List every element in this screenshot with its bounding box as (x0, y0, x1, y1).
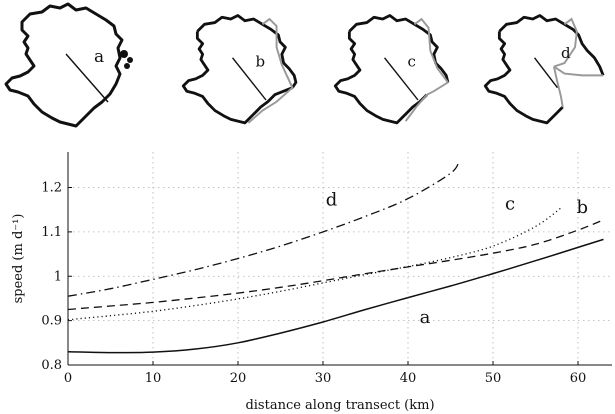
y-axis-label: speed (m d⁻¹) (11, 214, 26, 304)
map-b-label: b (255, 53, 265, 71)
map-a-island (124, 63, 130, 69)
series-label-c: c (505, 194, 515, 215)
map-d: d (483, 14, 605, 125)
y-tick-label: 1.1 (41, 225, 62, 240)
series-line-c (67, 207, 562, 321)
series-label-d: d (326, 189, 338, 210)
map-b-outline (196, 14, 298, 89)
map-d-transect (534, 57, 558, 89)
map-a: a (4, 2, 133, 128)
grid (68, 152, 612, 365)
series-line-b (67, 219, 604, 311)
x-tick-label: 30 (315, 371, 332, 386)
map-a-island (127, 57, 133, 63)
y-tick-label: 0.9 (41, 314, 62, 329)
map-a-transect (65, 53, 109, 103)
map-c-outline (333, 31, 428, 125)
map-b-outline (181, 31, 293, 125)
y-tick-label: 1 (54, 269, 62, 284)
map-a-label: a (94, 47, 104, 67)
inset-maps: a b c d (4, 2, 605, 128)
map-b-transect (232, 57, 267, 101)
x-tick-label: 20 (230, 371, 247, 386)
series-line-a (67, 238, 604, 354)
y-tick-label: 1.2 (41, 181, 62, 196)
map-a-island (120, 50, 128, 58)
speed-chart: 0 10 20 30 40 50 60 0.8 0.9 1 1.1 1.2 a b c d distance… (11, 152, 612, 413)
x-tick-label: 40 (400, 371, 417, 386)
map-c-label: c (407, 53, 415, 71)
map-d-label: d (561, 44, 571, 62)
tick-labels: 0 10 20 30 40 50 60 0.8 0.9 1 1.1 1.2 (41, 181, 586, 387)
map-b-ocean-boundary (247, 17, 294, 124)
map-d-ocean-boundary (552, 17, 604, 108)
series-label-a: a (420, 307, 431, 328)
x-tick-label: 50 (485, 371, 502, 386)
axes (67, 152, 612, 366)
data-series (67, 160, 604, 354)
x-tick-label: 60 (570, 371, 587, 386)
map-c-transect (384, 57, 419, 101)
y-tick-label: 0.8 (41, 358, 62, 373)
x-tick-label: 0 (64, 371, 72, 386)
map-c-ocean-boundary (404, 17, 450, 122)
map-c: c (333, 14, 450, 125)
map-c-outline (348, 14, 450, 83)
series-labels: a b c d (326, 189, 588, 328)
map-b: b (181, 14, 298, 125)
map-d-outline (498, 14, 605, 76)
x-tick-label: 10 (145, 371, 162, 386)
map-d-outline (483, 31, 564, 125)
map-a-outline (4, 2, 124, 128)
x-axis-label: distance along transect (km) (245, 398, 434, 413)
series-label-b: b (576, 197, 588, 218)
